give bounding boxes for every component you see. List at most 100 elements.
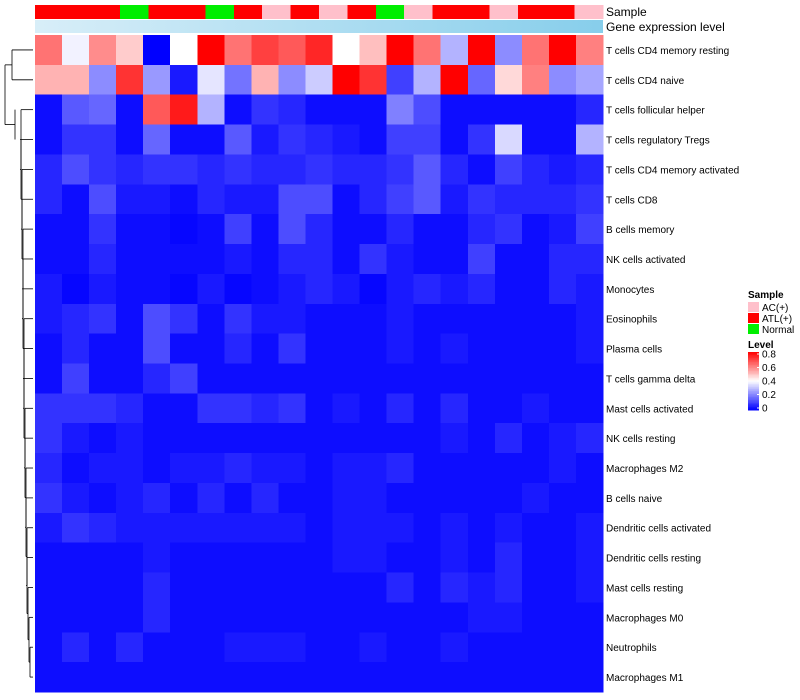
heatmap-cell [440, 512, 469, 544]
heatmap-cell [170, 512, 198, 544]
sample-annotation-cell [177, 5, 206, 19]
heatmap-cell [224, 214, 252, 245]
sample-annotation-cell [262, 5, 292, 19]
row-label: T cells CD4 naive [606, 76, 685, 87]
heatmap-cell [143, 512, 171, 544]
colorbar-segment [748, 395, 759, 398]
heatmap-cell [224, 273, 252, 305]
heatmap-cell [116, 154, 144, 185]
heatmap-cell [548, 35, 577, 66]
heatmap-cell [89, 363, 117, 394]
heatmap-cell [35, 512, 63, 544]
heatmap-cell [35, 64, 63, 96]
heatmap-cell [143, 453, 171, 484]
heatmap-cell [62, 244, 90, 275]
heatmap-cell [548, 184, 577, 215]
colorbar-segment [748, 407, 759, 409]
heatmap-cell [467, 662, 496, 693]
heatmap-cell [440, 453, 469, 484]
heatmap-cell [359, 512, 388, 544]
heatmap-cell [224, 393, 252, 424]
heatmap-cell [62, 512, 90, 544]
heatmap-cell [413, 542, 442, 574]
colorbar-segment [748, 408, 759, 411]
heatmap-cell [359, 423, 388, 454]
heatmap-cell [440, 602, 469, 633]
colorbar-segment [748, 392, 759, 395]
heatmap-cell [89, 482, 117, 514]
row-label: Macrophages M2 [606, 464, 684, 475]
heatmap-cell [251, 423, 279, 454]
heatmap-cell [521, 64, 550, 96]
heatmap-cell [413, 453, 442, 484]
heatmap-cell [440, 273, 469, 305]
colorbar-segment [748, 356, 759, 359]
heatmap-cell [332, 482, 361, 514]
row-labels: T cells CD4 memory resting T cells CD4 na… [606, 46, 739, 684]
heatmap-cell [521, 363, 550, 394]
heatmap-cell [35, 273, 63, 305]
heatmap-cell [440, 363, 469, 394]
heatmap-cell [548, 363, 577, 394]
heatmap-cell [386, 333, 415, 364]
heatmap-cell [332, 363, 361, 394]
heatmap-cell [575, 64, 604, 96]
heatmap-cell [359, 632, 388, 663]
heatmap-cell [89, 273, 117, 305]
heatmap-cell [197, 273, 225, 305]
heatmap-cell [170, 64, 198, 96]
heatmap-cell [197, 184, 225, 215]
heatmap-cell [224, 512, 252, 544]
heatmap-cell [413, 572, 442, 603]
sample-annotation-cell [205, 5, 235, 19]
heatmap-cell [89, 303, 117, 335]
heatmap-cell [521, 423, 550, 454]
legend-swatch [748, 324, 759, 334]
colorbar-tick-label: 0.8 [762, 350, 776, 361]
heatmap-cell [494, 184, 523, 215]
heatmap-cell [62, 423, 90, 454]
heatmap-cell [575, 662, 604, 693]
heatmap-cell [62, 393, 90, 424]
heatmap-cell [278, 632, 306, 663]
colorbar-segment [748, 372, 759, 375]
heatmap-cell [170, 662, 198, 693]
heatmap-cell [467, 363, 496, 394]
heatmap-cell [251, 512, 279, 544]
heatmap-cell [35, 363, 63, 394]
sample-annotation-cell [546, 5, 576, 19]
heatmap-cell [143, 184, 171, 215]
sample-annotation-cell [35, 5, 64, 19]
colorbar-segment [748, 391, 759, 393]
heatmap-cell [494, 333, 523, 364]
heatmap-cell [35, 542, 63, 574]
legend-sample-item: ATL(+) [762, 314, 792, 325]
heatmap-cell [251, 35, 279, 66]
heatmap-cell [386, 572, 415, 603]
heatmap-cell [521, 303, 550, 335]
heatmap-cell [575, 35, 604, 66]
heatmap-cell [413, 273, 442, 305]
heatmap-cell [143, 542, 171, 574]
heatmap-cell [305, 184, 334, 215]
heatmap-cell [440, 662, 469, 693]
row-label: T cells CD4 memory activated [606, 165, 739, 176]
heatmap-cell [62, 154, 90, 185]
heatmap-cell [359, 94, 388, 126]
heatmap-cell [548, 453, 577, 484]
heatmap-cell [62, 94, 90, 126]
heatmap-cell [224, 363, 252, 394]
heatmap-cell [332, 184, 361, 215]
heatmap-cell [224, 572, 252, 603]
colorbar-tick-label: 0.2 [762, 390, 776, 401]
heatmap-cell [521, 94, 550, 126]
heatmap-cell [197, 423, 225, 454]
heatmap-cell [89, 542, 117, 574]
heatmap-cell [116, 333, 144, 364]
heatmap-cell [359, 273, 388, 305]
colorbar-segment [748, 404, 759, 407]
colorbar-segment [748, 376, 759, 379]
heatmap-cell [413, 662, 442, 693]
heatmap-cell [386, 632, 415, 663]
heatmap-cell [548, 124, 577, 155]
